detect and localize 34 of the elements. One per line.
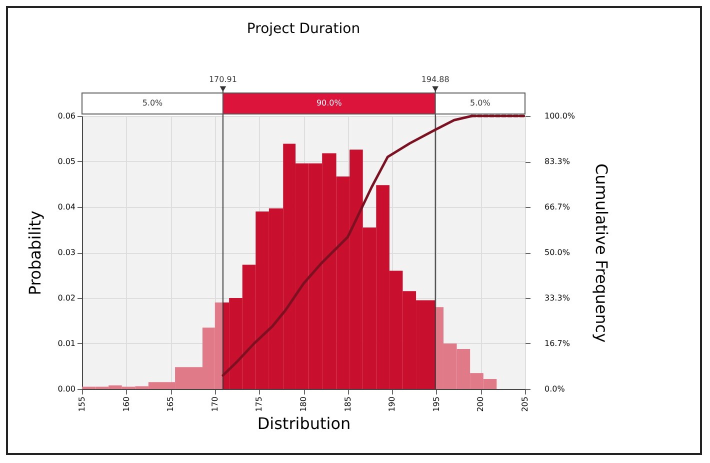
x-tick-label: 180: [299, 396, 308, 412]
y2-tick-label: 83.3%: [544, 157, 570, 166]
y2-tick-label: 66.7%: [544, 202, 570, 212]
x-tick-label: 205: [520, 396, 530, 412]
y2-tick-label: 50.0%: [544, 248, 570, 257]
ref-line-label: 194.88: [421, 75, 450, 84]
x-tick-label: 175: [254, 396, 264, 412]
y-tick-label: 0.00: [58, 384, 76, 394]
y2-tick-label: 0.0%: [544, 384, 566, 394]
y2-tick-label: 16.7%: [544, 338, 570, 348]
x-tick-label: 165: [166, 396, 176, 412]
y2-tick-label: 33.3%: [544, 294, 570, 303]
text: 5.0%: [142, 98, 164, 108]
y-axis-title: Probability: [26, 210, 45, 296]
x-tick-label: 185: [343, 396, 352, 412]
y2-axis-title: Cumulative Frequency: [592, 163, 612, 343]
x-tick-label: 170: [210, 396, 220, 412]
x-axis-title: Distribution: [257, 414, 351, 433]
x-tick-label: 190: [388, 396, 397, 412]
y-tick-label: 0.05: [58, 157, 76, 166]
y-tick-label: 0.02: [58, 294, 76, 302]
x-tick-label: 155: [78, 396, 86, 412]
ref-line-label: 170.91: [208, 75, 237, 84]
x-tick-label: 195: [432, 396, 441, 412]
y-tick-label: 0.01: [58, 339, 76, 348]
x-tick-label: 160: [122, 396, 131, 412]
text: 90.0%: [316, 98, 342, 108]
text: 5.0%: [470, 98, 491, 108]
y-tick-label: 0.03: [58, 248, 76, 257]
y-tick-label: 0.06: [58, 112, 76, 120]
chart-title: Project Duration: [246, 21, 360, 37]
x-tick-label: 200: [476, 396, 486, 412]
y-tick-label: 0.04: [58, 202, 76, 212]
y2-tick-label: 100.0%: [544, 112, 576, 120]
